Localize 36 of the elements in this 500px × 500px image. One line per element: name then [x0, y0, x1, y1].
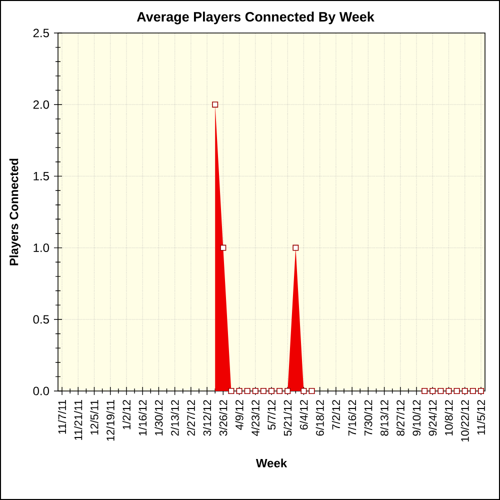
x-tick-label: 7/2/12	[332, 400, 340, 430]
x-tick-label: 6/18/12	[316, 400, 324, 436]
chart-title: Average Players Connected By Week	[136, 12, 374, 24]
x-tick-label: 3/26/12	[219, 400, 228, 436]
x-tick-label: 1/2/12	[122, 400, 131, 430]
y-tick-label: 2.5	[33, 28, 49, 38]
x-tick-label: 11/5/12	[476, 400, 486, 435]
y-tick-label: 1.5	[34, 172, 49, 180]
y-tick-label: 1.0	[34, 244, 50, 252]
x-tick-label: 10/22/12	[460, 400, 469, 442]
x-axis-title: Week	[256, 458, 288, 468]
x-tick-label: 4/9/12	[235, 400, 244, 430]
x-tick-label: 5/21/12	[284, 400, 292, 436]
x-tick-label: 8/27/12	[396, 400, 404, 436]
y-tick-label: 0.0	[33, 386, 50, 396]
x-tick-label: 3/12/12	[203, 400, 212, 436]
x-tick-label: 2/13/12	[170, 400, 179, 436]
x-tick-label: 7/16/12	[348, 400, 356, 436]
y-tick-label: 0.5	[33, 315, 49, 324]
x-tick-label: 12/19/11	[106, 400, 114, 441]
x-tick-label: 7/30/12	[364, 400, 372, 436]
y-tick-label: 2.0	[33, 100, 50, 109]
x-tick-label: 9/24/12	[428, 400, 437, 436]
y-axis-title: Players Connected	[9, 158, 21, 266]
x-tick-label: 2/27/12	[186, 400, 195, 436]
x-tick-label: 11/21/11	[74, 400, 82, 440]
x-tick-label: 11/7/11	[58, 400, 66, 434]
x-tick-label: 1/16/12	[138, 400, 147, 436]
x-tick-label: 10/8/12	[444, 400, 453, 436]
x-tick-label: 4/23/12	[251, 400, 260, 436]
x-tick-label: 9/10/12	[412, 400, 421, 436]
x-tick-label: 8/13/12	[380, 400, 388, 436]
x-tick-label: 6/4/12	[300, 400, 308, 430]
x-tick-label: 5/7/12	[267, 400, 276, 430]
x-tick-label: 12/5/11	[90, 400, 98, 435]
x-tick-label: 1/30/12	[154, 400, 163, 436]
